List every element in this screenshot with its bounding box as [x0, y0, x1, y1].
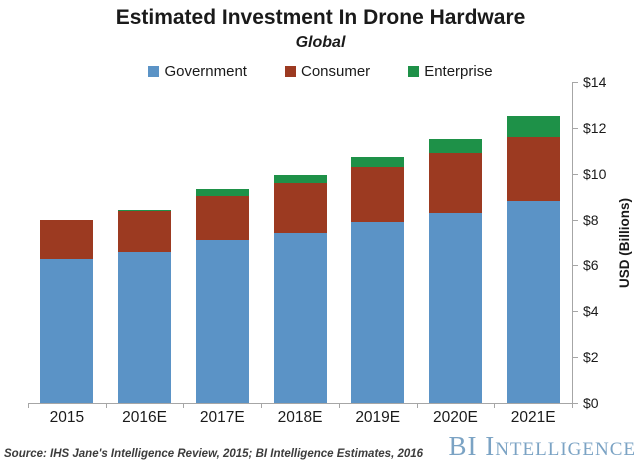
x-tick — [106, 403, 107, 408]
y-axis-line — [572, 82, 573, 404]
y-tick — [572, 128, 578, 129]
legend-label: Enterprise — [424, 63, 493, 80]
bar-segment-government — [351, 222, 405, 403]
y-tick-label-12: $12 — [583, 120, 607, 136]
bar-groups — [28, 82, 572, 403]
legend-item-consumer: Consumer — [284, 63, 371, 80]
bar-segment-consumer — [195, 196, 249, 240]
bar-segment-enterprise — [351, 157, 405, 167]
x-tick-label-2021e: 2021E — [510, 409, 556, 426]
bar-group-2019e — [339, 82, 417, 403]
bar-stack — [40, 220, 94, 403]
chart-title: Estimated Investment In Drone Hardware — [115, 6, 526, 29]
bar-stack — [118, 210, 172, 403]
source-note: Source: IHS Jane's Intelligence Review, … — [4, 448, 424, 460]
bar-group-2015 — [28, 82, 106, 403]
bar-segment-government — [195, 240, 249, 403]
y-tick-label-2: $2 — [583, 349, 599, 365]
y-tick — [572, 403, 578, 404]
x-tick — [339, 403, 340, 408]
x-tick-label-2015: 2015 — [49, 409, 85, 426]
y-tick — [572, 174, 578, 175]
bar-segment-consumer — [428, 153, 482, 213]
y-tick — [572, 357, 578, 358]
legend-item-enterprise: Enterprise — [408, 63, 493, 80]
y-tick-label-8: $8 — [583, 212, 599, 228]
bar-segment-enterprise — [428, 139, 482, 153]
bar-segment-government — [273, 233, 327, 403]
y-tick — [572, 311, 578, 312]
x-tick-label-2020e: 2020E — [433, 409, 478, 426]
bar-segment-consumer — [506, 137, 560, 201]
x-tick — [183, 403, 184, 408]
legend: Government Consumer Enterprise — [0, 63, 641, 80]
bar-segment-government — [506, 201, 560, 403]
legend-item-government: Government — [148, 63, 247, 80]
bar-stack — [506, 116, 560, 403]
x-tick-label-2018e: 2018E — [277, 409, 323, 426]
bar-segment-enterprise — [118, 210, 172, 211]
bar-segment-enterprise — [506, 116, 560, 137]
y-tick — [572, 220, 578, 221]
plot-area — [28, 82, 572, 403]
bar-segment-enterprise — [273, 175, 327, 183]
bar-segment-enterprise — [195, 189, 249, 196]
legend-swatch-enterprise — [408, 66, 420, 77]
bar-group-2018e — [261, 82, 339, 403]
y-tick-label-14: $14 — [583, 74, 607, 90]
bar-group-2021e — [494, 82, 572, 403]
bar-segment-government — [40, 259, 94, 403]
y-tick-label-0: $0 — [583, 395, 599, 411]
legend-label: Government — [164, 63, 247, 80]
bar-group-2017e — [183, 82, 261, 403]
bar-segment-consumer — [273, 183, 327, 233]
bar-segment-consumer — [40, 220, 94, 259]
y-tick-label-4: $4 — [583, 303, 599, 319]
legend-swatch-government — [148, 66, 160, 77]
bi-intelligence-logo: BI Intelligence — [448, 431, 636, 461]
legend-label: Consumer — [300, 63, 371, 80]
bar-segment-government — [428, 213, 482, 403]
x-tick — [261, 403, 262, 408]
y-tick — [572, 265, 578, 266]
y-tick-label-6: $6 — [583, 257, 599, 273]
bar-group-2016e — [106, 82, 184, 403]
bar-segment-government — [118, 252, 172, 403]
legend-swatch-consumer — [284, 66, 296, 77]
chart-subtitle: Global — [295, 34, 346, 51]
y-tick-label-10: $10 — [583, 166, 607, 182]
x-tick — [28, 403, 29, 408]
y-tick — [572, 82, 578, 83]
x-axis-line — [28, 403, 573, 404]
bar-stack — [195, 189, 249, 403]
x-axis-labels: 2015 2016E 2017E 2018E 2019E 2020E 2021E — [28, 409, 572, 427]
y-axis-title: USD (Billions) — [616, 197, 632, 288]
bar-segment-consumer — [351, 167, 405, 222]
bar-stack — [273, 175, 327, 403]
bar-segment-consumer — [118, 211, 172, 252]
bar-group-2020e — [417, 82, 495, 403]
x-tick-label-2016e: 2016E — [122, 409, 167, 426]
x-tick-label-2019e: 2019E — [355, 409, 401, 426]
bar-stack — [351, 157, 405, 403]
x-tick-label-2017e: 2017E — [199, 409, 245, 426]
x-tick — [417, 403, 418, 408]
x-tick — [572, 403, 573, 408]
bar-stack — [428, 139, 482, 403]
x-tick — [494, 403, 495, 408]
